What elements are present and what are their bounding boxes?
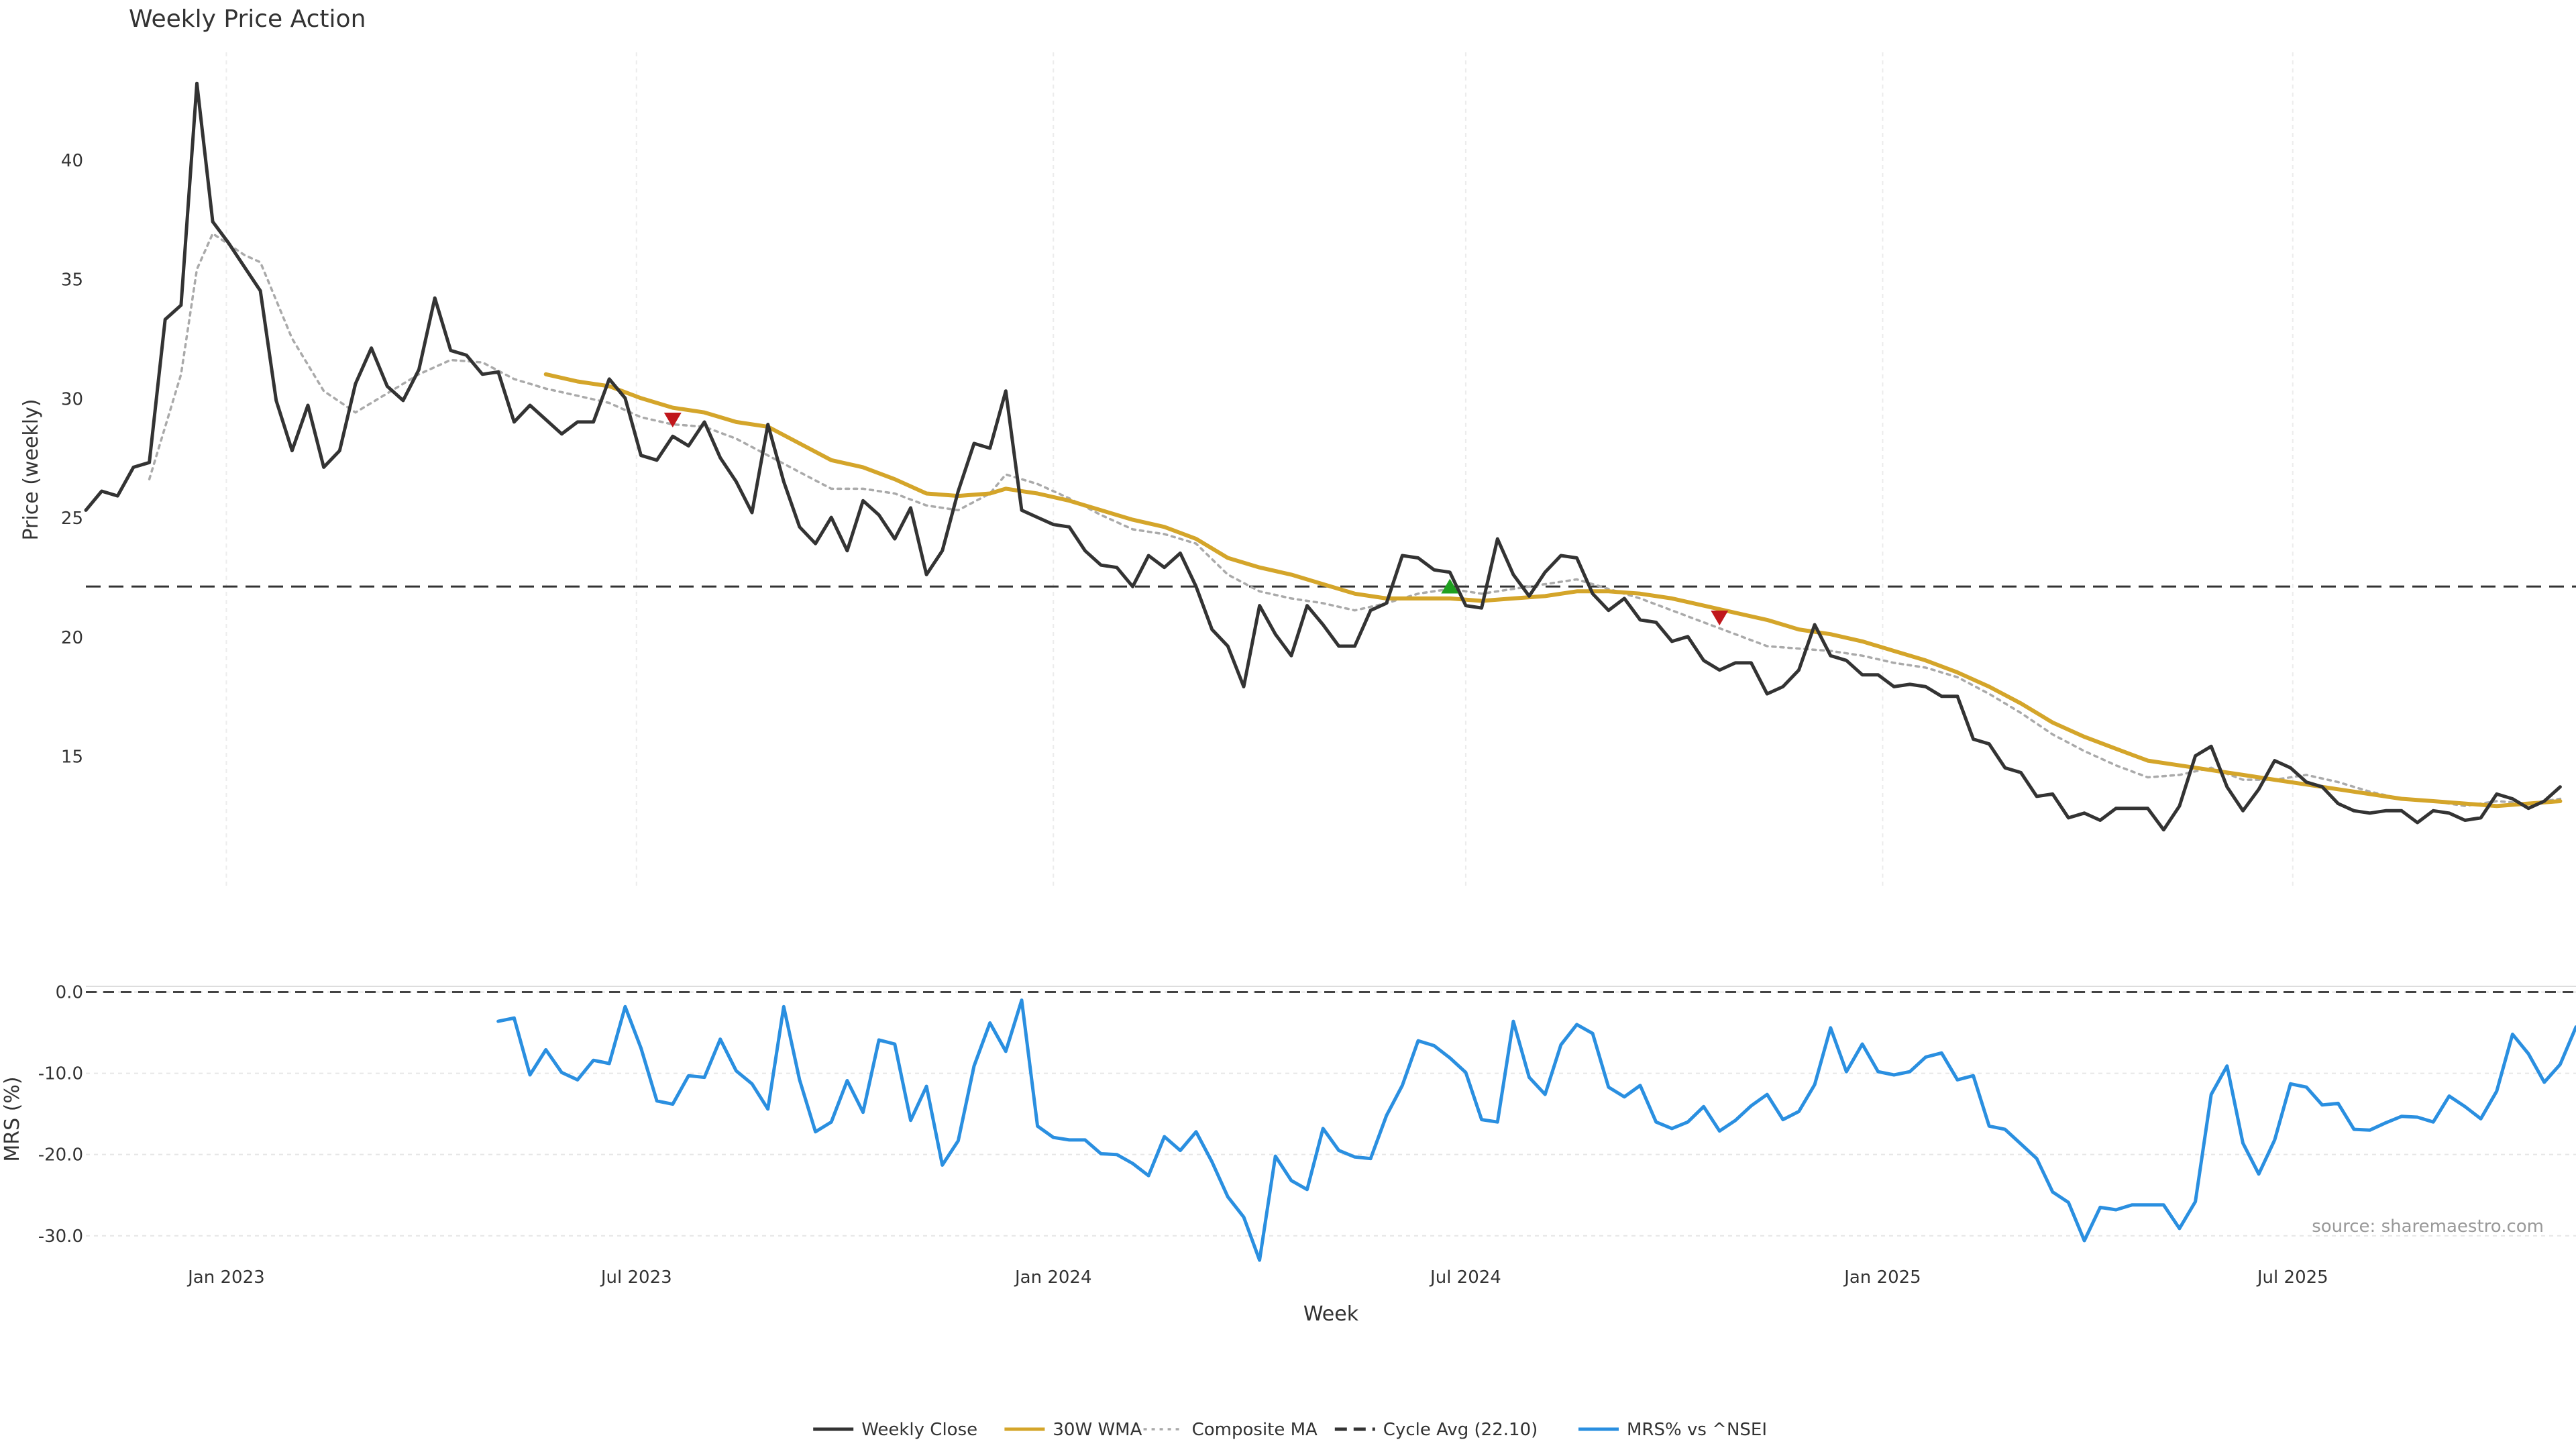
price-y-tick-label: 40 [61,151,83,171]
x-tick-label: Jul 2023 [600,1267,672,1288]
x-tick-label: Jul 2025 [2256,1267,2328,1288]
source-annotation: source: sharemaestro.com [2312,1216,2544,1237]
price-y-tick-label: 15 [61,747,83,768]
x-tick-label: Jan 2024 [1014,1267,1092,1288]
weekly-close-line [84,81,2562,832]
price-y-tick-label: 25 [61,509,83,529]
buy-signal-marker [1441,578,1459,594]
mrs-y-tick-label: 0.0 [56,982,83,1002]
legend-label: 30W WMA [1053,1420,1142,1440]
sell-signal-marker [1711,610,1729,626]
legend-label: Composite MA [1192,1420,1318,1440]
chart-title: Weekly Price Action [129,5,366,33]
legend-label: MRS% vs ^NSEI [1627,1420,1767,1440]
30w-wma-line [543,372,2563,809]
legend-label: Weekly Close [861,1420,977,1440]
mrs-y-tick-label: -30.0 [38,1227,83,1247]
sell-signal-marker [663,412,682,428]
price-y-tick-label: 20 [61,628,83,648]
price-y-tick-label: 35 [61,270,83,291]
price-y-axis-label: Price (weekly) [19,399,43,540]
mrs-y-tick-label: -20.0 [38,1145,83,1165]
mrs-y-tick-label: -10.0 [38,1064,83,1084]
x-tick-label: Jan 2025 [1843,1267,1921,1288]
x-tick-label: Jan 2023 [186,1267,265,1288]
composite-ma-line [148,232,2562,807]
price-y-tick-label: 30 [61,389,83,409]
mrs-y-axis-label: MRS (%) [1,1076,24,1161]
legend-label: Cycle Avg (22.10) [1383,1420,1538,1440]
x-tick-label: Jul 2024 [1429,1267,1501,1288]
x-axis-label: Week [1303,1302,1359,1326]
mrs-line [496,998,2576,1262]
